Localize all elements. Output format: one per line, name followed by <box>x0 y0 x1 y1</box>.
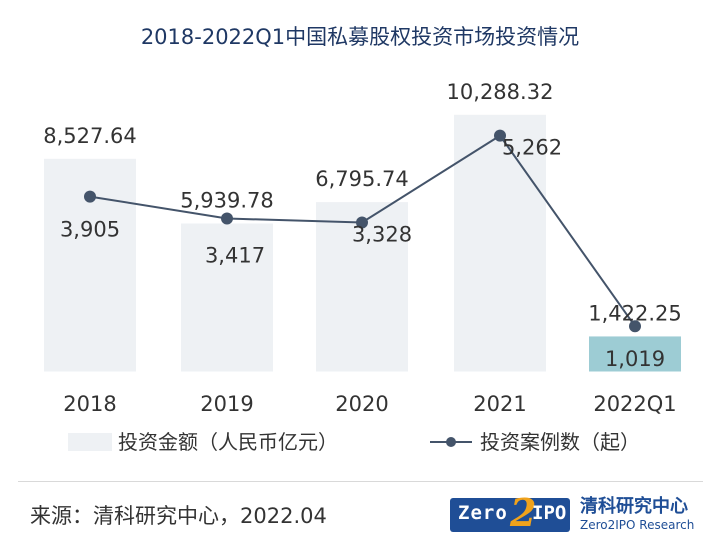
bar-label-2019: 5,939.78 <box>180 189 274 213</box>
legend-label-line: 投资案例数（起） <box>480 430 640 454</box>
bar-2020 <box>316 202 408 372</box>
footer-divider <box>18 481 703 482</box>
x-tick-2021: 2021 <box>473 392 526 416</box>
bar-2022Q1 <box>589 336 681 372</box>
logo-text-zero: Zero <box>458 502 508 524</box>
line-label-2021: 5,262 <box>502 136 562 160</box>
bar-data-labels: 8,527.64 5,939.78 6,795.74 10,288.32 1,422.2… <box>43 80 682 326</box>
line-label-2022Q1: 1,019 <box>605 347 665 371</box>
line-point-2022Q1 <box>629 320 641 333</box>
zero2ipo-logo: Zero 2 IPO 清科研究中心 Zero2IPO Research <box>450 490 700 542</box>
bar-label-2021: 10,288.32 <box>447 80 554 104</box>
logo-text-cn: 清科研究中心 <box>580 496 688 517</box>
logo-text-ipo: IPO <box>532 502 567 524</box>
legend-swatch-bar <box>68 433 112 451</box>
chart-title: 2018-2022Q1中国私募股权投资市场投资情况 <box>141 25 579 49</box>
bar-series <box>44 114 681 373</box>
bar-label-2018: 8,527.64 <box>43 124 137 148</box>
line-data-labels: 3,905 3,417 3,328 5,262 1,019 <box>60 136 665 372</box>
legend-swatch-marker <box>446 437 456 447</box>
source-note: 来源：清科研究中心，2022.04 <box>30 504 327 528</box>
line-label-2018: 3,905 <box>60 218 120 242</box>
legend: 投资金额（人民币亿元） 投资案例数（起） <box>68 430 640 454</box>
logo-text-en: Zero2IPO Research <box>580 518 695 532</box>
logo-text-two: 2 <box>510 490 537 535</box>
chart-canvas: 2018-2022Q1中国私募股权投资市场投资情况 8,527.64 5,939.… <box>43 25 682 454</box>
bar-2021 <box>454 114 546 373</box>
line-label-2020: 3,328 <box>352 222 412 246</box>
line-point-2019 <box>221 212 233 225</box>
line-point-2021 <box>494 129 506 142</box>
line-series <box>84 129 641 333</box>
logo-badge <box>450 498 570 532</box>
bar-label-2022Q1: 1,422.25 <box>588 301 682 325</box>
legend-label-bar: 投资金额（人民币亿元） <box>118 430 338 454</box>
x-tick-2020: 2020 <box>335 392 388 416</box>
bar-label-2020: 6,795.74 <box>315 167 409 191</box>
line-point-2018 <box>84 190 96 203</box>
x-tick-2022Q1: 2022Q1 <box>593 392 676 416</box>
x-tick-2018: 2018 <box>63 392 116 416</box>
bar-2019 <box>181 223 273 372</box>
line-point-2020 <box>356 216 368 229</box>
x-tick-2019: 2019 <box>200 392 253 416</box>
line-label-2019: 3,417 <box>205 243 265 267</box>
x-axis-tick-labels: 2018 2019 2020 2021 2022Q1 <box>63 392 676 416</box>
